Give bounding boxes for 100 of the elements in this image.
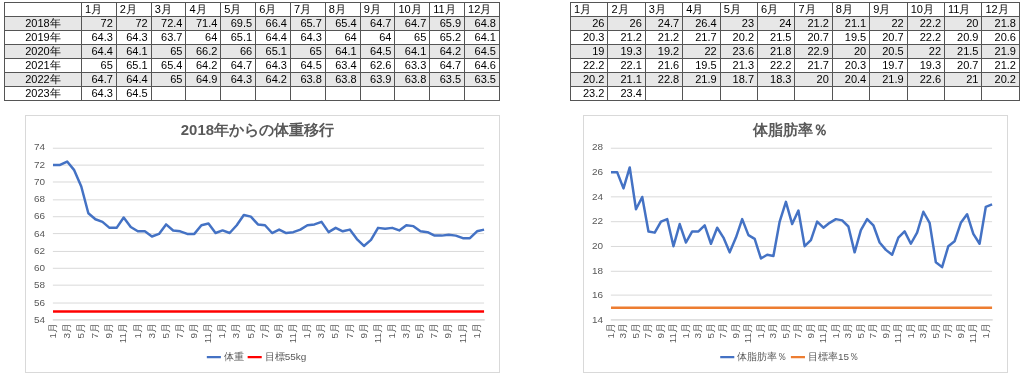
data-label: 20.9 [944,30,982,45]
data-label: 20 [794,72,833,87]
x-tick-label: 5月 [704,323,716,339]
y-tick-label: 14 [591,313,604,325]
data-label: 65.4 [325,16,361,31]
data-label: 21.1 [607,72,646,87]
x-tick-label: 3月 [767,323,779,339]
x-tick-label: 1月 [979,323,991,339]
x-tick-label: 6月 [255,2,291,17]
x-tick-label: 3月 [145,323,157,339]
data-label: 64.3 [81,86,117,101]
data-label: 21.7 [682,30,721,45]
x-tick-label: 2月 [116,2,152,17]
data-label: 20.7 [944,58,982,73]
data-label: 64.7 [429,58,465,73]
data-label: 63.8 [290,72,326,87]
data-label: 26 [607,16,646,31]
data-label: 21.3 [720,58,758,73]
data-label: 66.4 [255,16,291,31]
data-label: 72 [116,16,152,31]
data-label: 63.7 [151,30,186,45]
x-tick-label: 9月 [103,323,115,339]
x-tick-label: 1月 [904,323,916,339]
data-label: 21 [944,72,982,87]
x-tick-label: 1月 [301,323,313,339]
x-tick-label: 11月 [667,323,679,344]
data-label: 64.3 [290,30,326,45]
x-tick-label: 1月 [679,323,691,339]
x-tick-label: 5月 [220,2,256,17]
data-label: 22 [682,44,721,59]
x-tick-label: 9月 [357,323,369,339]
x-tick-label: 7月 [428,323,440,339]
data-label: 64.9 [185,72,221,87]
data-label: 19 [570,44,608,59]
data-label: 26.4 [682,16,721,31]
x-tick-label: 3月 [230,323,242,339]
data-label: 21.2 [981,58,1020,73]
x-tick-label: 2月 [607,2,646,17]
x-tick-label: 9月 [442,323,454,339]
data-label: 64.5 [116,86,152,101]
data-label: 22 [869,16,908,31]
x-tick-label: 3月 [917,323,929,339]
y-tick-label: 28 [591,141,604,153]
data-label: 20.5 [869,44,908,59]
data-label: 20.6 [981,30,1020,45]
data-label: 64.7 [220,58,256,73]
x-tick-label: 9月 [729,323,741,339]
data-label: 64 [185,30,221,45]
x-tick-label: 10月 [907,2,945,17]
data-label: 65.1 [220,30,256,45]
data-label: 64.4 [255,30,291,45]
y-tick-label: 26 [591,166,604,178]
x-tick-label: 5月 [629,323,641,339]
data-label: 63.9 [360,72,395,87]
x-tick-label: 9月 [360,2,395,17]
data-label: 69.5 [220,16,256,31]
data-label: 64.1 [394,44,430,59]
y-tick-label: 54 [33,313,46,325]
data-label: 20 [944,16,982,31]
data-label: 65 [151,44,186,59]
data-label: 18.7 [720,72,758,87]
data-label: 62.6 [360,58,395,73]
x-tick-label: 11月 [117,323,129,344]
legend-label: 体重 [223,350,244,362]
data-label: 22.9 [794,44,833,59]
data-label: 63.5 [429,72,465,87]
y-tick-label: 58 [33,279,46,291]
x-tick-label: 3月 [842,323,854,339]
data-label: 21.5 [757,30,795,45]
x-tick-label: 9月 [869,2,908,17]
data-label: 64.3 [255,58,291,73]
x-tick-label: 9月 [654,323,666,339]
x-tick-label: 3月 [315,323,327,339]
x-tick-label: 10月 [394,2,430,17]
x-tick-label: 1月 [470,323,482,339]
x-tick-label: 11月 [286,323,299,344]
x-tick-label: 9月 [804,323,816,339]
data-label: 24.7 [645,16,683,31]
data-label: 23.2 [570,86,608,101]
data-label: 64.7 [394,16,430,31]
chart-title: 2018年からの体重移行 [180,122,335,138]
y-tick-label: 66 [33,210,46,222]
y-tick-label: 2019年 [4,30,82,45]
data-label: 20 [832,44,870,59]
x-tick-label: 11月 [371,323,383,344]
data-label: 65 [290,44,326,59]
x-tick-label: 11月 [742,323,754,344]
data-label: 65 [151,72,186,87]
data-label: 20.4 [832,72,870,87]
x-tick-label: 5月 [854,323,866,339]
x-tick-label: 7月 [173,323,185,339]
x-tick-label: 11月 [892,323,904,344]
chart-title: 体脂肪率％ [751,121,829,138]
x-tick-label: 12月 [464,2,500,17]
data-label: 20.2 [981,72,1020,87]
x-tick-label: 3月 [645,2,683,17]
data-label: 21.6 [645,58,683,73]
data-label: 63.4 [325,58,361,73]
x-tick-label: 12月 [981,2,1020,17]
x-tick-label: 9月 [879,323,891,339]
